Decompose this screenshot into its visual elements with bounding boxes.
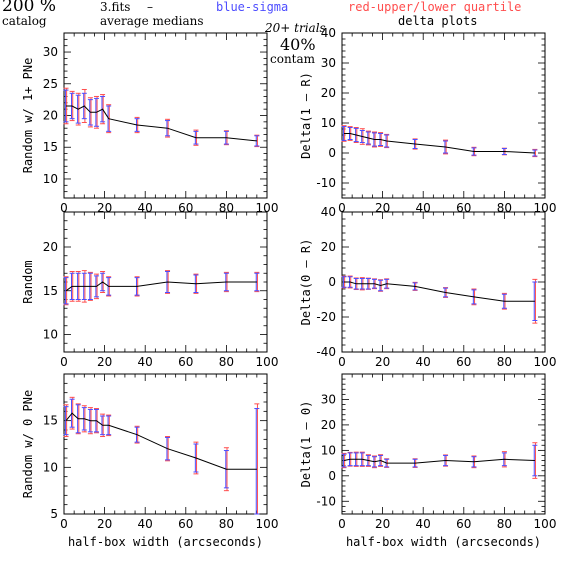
delta-plots-label: delta plots xyxy=(398,14,477,28)
y-axis-label: Random xyxy=(21,260,35,303)
catalog-label: catalog xyxy=(2,14,47,28)
plot-frame xyxy=(341,32,546,199)
y-tick-label: 20 xyxy=(321,418,336,432)
x-axis-label: half-box width (arcseconds) xyxy=(68,535,263,549)
x-tick-label: 40 xyxy=(416,355,431,369)
x-tick-label: 0 xyxy=(338,355,346,369)
y-axis-label: Random w/ 1+ PNe xyxy=(21,58,35,174)
panel-delta-0-r: 0 20 40 60 80 100 -40 -20 0 20 40 Delta(0 – R) xyxy=(299,205,556,369)
x-tick-label: 100 xyxy=(256,355,279,369)
dash-label: – xyxy=(147,0,153,14)
y-tick-label: 0 xyxy=(328,146,336,160)
panel-random: 0 20 40 60 80 100 10 15 20 Random xyxy=(21,211,279,369)
median-line xyxy=(344,133,535,154)
y-tick-label: 10 xyxy=(43,460,58,474)
median-line xyxy=(343,458,535,464)
y-axis-label: Random w/ 0 PNe xyxy=(21,390,35,498)
y-tick-label: 40 xyxy=(321,205,336,219)
y-tick-label: 15 xyxy=(43,284,58,298)
y-axis-label: Delta(0 – R) xyxy=(299,239,313,326)
x-tick-label: 80 xyxy=(219,355,234,369)
y-tick-label: 20 xyxy=(43,109,58,123)
x-tick-label: 60 xyxy=(456,517,471,531)
x-axis-label: half-box width (arcseconds) xyxy=(346,535,541,549)
y-tick-label: -10 xyxy=(316,176,336,190)
x-tick-label: 60 xyxy=(178,355,193,369)
x-tick-label: 0 xyxy=(338,517,346,531)
x-tick-label: 40 xyxy=(138,355,153,369)
y-tick-label: 10 xyxy=(43,328,58,342)
plot-frame xyxy=(341,211,546,353)
y-tick-label: 15 xyxy=(43,140,58,154)
plot-frame xyxy=(341,373,546,515)
x-tick-label: 0 xyxy=(60,201,68,215)
x-tick-label: 60 xyxy=(178,517,193,531)
contam-label: contam xyxy=(270,52,316,66)
y-tick-label: 40 xyxy=(321,26,336,40)
y-tick-label: 30 xyxy=(321,56,336,70)
x-tick-label: 20 xyxy=(375,355,390,369)
median-line xyxy=(65,412,257,470)
x-tick-label: 100 xyxy=(534,355,557,369)
y-axis-label: Delta(1 – R) xyxy=(299,72,313,159)
y-tick-label: 5 xyxy=(50,507,58,521)
x-tick-label: 80 xyxy=(497,517,512,531)
y-tick-label: 20 xyxy=(321,86,336,100)
y-tick-label: 10 xyxy=(321,443,336,457)
y-tick-label: 0 xyxy=(328,275,336,289)
median-line xyxy=(344,281,535,302)
y-tick-label: 25 xyxy=(43,77,58,91)
percent-label: 200 % xyxy=(2,0,56,16)
x-tick-label: 40 xyxy=(416,517,431,531)
y-tick-label: -20 xyxy=(316,310,336,324)
y-axis-label: Delta(1 – 0) xyxy=(299,401,313,488)
x-tick-label: 100 xyxy=(534,517,557,531)
y-tick-label: 20 xyxy=(321,240,336,254)
x-tick-label: 0 xyxy=(60,355,68,369)
fits-label: 3.fits xyxy=(100,0,130,14)
trials-label: 20+ trials xyxy=(264,21,326,35)
y-tick-label: 10 xyxy=(321,116,336,130)
x-tick-label: 20 xyxy=(97,355,112,369)
y-tick-label: -40 xyxy=(316,345,336,359)
median-line xyxy=(65,281,257,292)
x-tick-label: 80 xyxy=(497,355,512,369)
y-tick-label: -10 xyxy=(316,494,336,508)
contam-percent-label: 40% xyxy=(280,35,316,54)
y-tick-label: 20 xyxy=(43,240,58,254)
y-tick-label: 15 xyxy=(43,414,58,428)
plot-frame xyxy=(63,373,268,515)
x-tick-label: 0 xyxy=(60,517,68,531)
x-tick-label: 80 xyxy=(219,517,234,531)
x-tick-label: 40 xyxy=(138,517,153,531)
x-tick-label: 20 xyxy=(375,517,390,531)
plot-frame xyxy=(63,32,268,199)
median-line xyxy=(66,105,257,142)
average-medians-label: average medians xyxy=(100,14,204,28)
x-tick-label: 0 xyxy=(338,201,346,215)
y-tick-label: 30 xyxy=(43,45,58,59)
x-tick-label: 60 xyxy=(456,355,471,369)
panel-random-0pne: 0 20 40 60 80 100 5 10 15 Random w/ 0 PNe half-box… xyxy=(21,373,279,549)
y-tick-label: 0 xyxy=(328,469,336,483)
blue-sigma-label: blue-sigma xyxy=(216,0,288,14)
y-tick-label: 10 xyxy=(43,172,58,186)
x-tick-label: 20 xyxy=(97,517,112,531)
red-quartile-label: red-upper/lower quartile xyxy=(348,0,521,14)
x-tick-label: 100 xyxy=(256,517,279,531)
y-tick-label: 30 xyxy=(321,392,336,406)
